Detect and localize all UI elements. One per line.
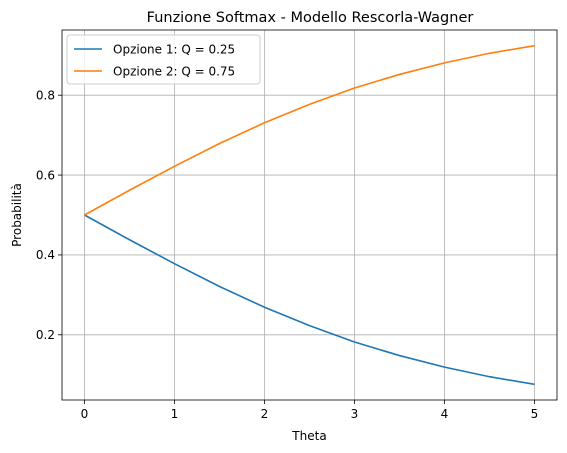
y-axis-label: Probabilità <box>10 183 24 247</box>
x-tick-label: 0 <box>81 407 89 421</box>
series-layer <box>84 44 535 386</box>
x-tick-label: 2 <box>261 407 269 421</box>
chart-title: Funzione Softmax - Modello Rescorla-Wagn… <box>147 10 474 26</box>
legend: Opzione 1: Q = 0.25 Opzione 2: Q = 0.75 <box>66 34 261 85</box>
series-line-2 <box>84 44 535 216</box>
series-line-1 <box>84 214 535 386</box>
x-axis-label: Theta <box>291 429 326 443</box>
legend-label-series-1: Opzione 1: Q = 0.25 <box>113 43 235 57</box>
y-tick-label: 0.2 <box>36 328 55 342</box>
plot-frame <box>61 29 558 401</box>
grid-lines <box>62 30 557 400</box>
x-tick-label: 4 <box>441 407 449 421</box>
x-tick-label: 1 <box>171 407 179 421</box>
y-tick-label: 0.4 <box>36 248 55 262</box>
legend-label-series-2: Opzione 2: Q = 0.75 <box>113 65 235 79</box>
legend-box <box>66 34 261 85</box>
x-tick-label: 3 <box>351 407 359 421</box>
x-tick-label: 5 <box>531 407 539 421</box>
y-axis-ticks: 0.2 0.4 0.6 0.8 <box>36 88 62 342</box>
y-tick-label: 0.6 <box>36 168 55 182</box>
y-tick-label: 0.8 <box>36 88 55 102</box>
x-axis-ticks: 0 1 2 3 4 5 <box>81 400 539 421</box>
